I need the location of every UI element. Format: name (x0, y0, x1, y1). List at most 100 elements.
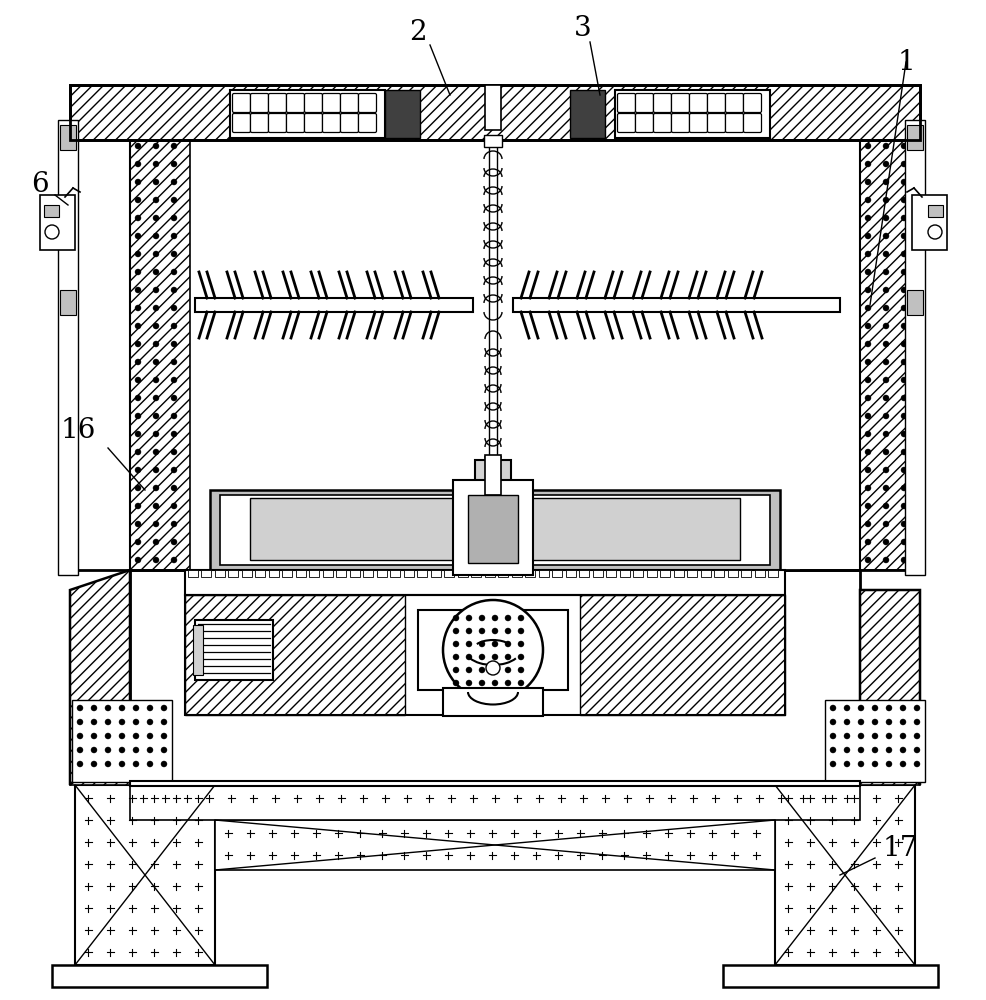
Circle shape (864, 125, 870, 131)
Circle shape (91, 719, 97, 725)
Circle shape (900, 449, 906, 455)
Bar (363, 570, 373, 577)
Circle shape (900, 377, 906, 383)
Bar (728, 570, 738, 577)
Circle shape (885, 705, 891, 711)
Circle shape (864, 539, 870, 545)
Circle shape (900, 431, 906, 437)
Circle shape (135, 125, 141, 131)
Circle shape (882, 233, 888, 239)
Circle shape (91, 705, 97, 711)
Circle shape (105, 761, 110, 767)
Circle shape (135, 449, 141, 455)
Circle shape (900, 503, 906, 509)
Circle shape (135, 179, 141, 185)
Circle shape (465, 641, 471, 647)
Circle shape (135, 485, 141, 491)
Circle shape (899, 747, 905, 753)
Bar (249, 498, 740, 560)
Circle shape (135, 287, 141, 293)
Circle shape (871, 733, 878, 739)
Circle shape (491, 680, 498, 686)
Bar (184, 570, 784, 595)
Circle shape (864, 485, 870, 491)
Circle shape (135, 233, 141, 239)
Circle shape (135, 377, 141, 383)
Circle shape (119, 705, 125, 711)
Circle shape (133, 747, 139, 753)
Bar (474, 460, 511, 490)
Circle shape (829, 761, 835, 767)
Bar (767, 570, 777, 577)
Bar (184, 595, 404, 715)
Circle shape (147, 747, 153, 753)
Circle shape (153, 197, 159, 203)
Circle shape (900, 179, 906, 185)
Circle shape (885, 719, 891, 725)
Bar (309, 570, 318, 577)
Circle shape (864, 287, 870, 293)
Bar (70, 590, 130, 785)
Circle shape (900, 521, 906, 527)
Circle shape (171, 197, 176, 203)
FancyBboxPatch shape (707, 94, 725, 112)
FancyBboxPatch shape (305, 94, 322, 112)
FancyBboxPatch shape (670, 94, 689, 112)
Circle shape (882, 269, 888, 275)
Circle shape (882, 161, 888, 167)
Circle shape (133, 733, 139, 739)
Bar (484, 85, 501, 130)
Circle shape (882, 539, 888, 545)
Bar (195, 298, 472, 312)
Circle shape (135, 521, 141, 527)
Circle shape (153, 215, 159, 221)
Circle shape (135, 395, 141, 401)
Circle shape (491, 667, 498, 673)
FancyBboxPatch shape (742, 113, 761, 132)
Circle shape (465, 680, 471, 686)
Bar (228, 570, 238, 577)
Bar (484, 570, 495, 577)
Circle shape (153, 395, 159, 401)
Circle shape (829, 705, 835, 711)
Circle shape (465, 615, 471, 621)
Circle shape (864, 359, 870, 365)
Circle shape (882, 485, 888, 491)
Circle shape (153, 323, 159, 329)
FancyBboxPatch shape (250, 113, 268, 132)
Circle shape (465, 628, 471, 634)
Circle shape (135, 359, 141, 365)
Bar (686, 570, 696, 577)
Bar (448, 610, 537, 690)
Circle shape (864, 341, 870, 347)
Circle shape (153, 557, 159, 563)
Circle shape (864, 269, 870, 275)
Bar (215, 570, 225, 577)
Circle shape (153, 179, 159, 185)
Circle shape (91, 733, 97, 739)
Bar (660, 570, 669, 577)
Circle shape (135, 413, 141, 419)
Text: 16: 16 (60, 416, 96, 444)
Circle shape (491, 615, 498, 621)
Bar (570, 90, 604, 138)
Circle shape (153, 485, 159, 491)
Bar (498, 570, 508, 577)
FancyBboxPatch shape (653, 94, 670, 112)
Circle shape (913, 733, 919, 739)
Circle shape (171, 485, 176, 491)
Circle shape (885, 733, 891, 739)
Circle shape (913, 705, 919, 711)
Circle shape (453, 641, 458, 647)
Bar (754, 570, 764, 577)
Circle shape (77, 747, 83, 753)
Circle shape (171, 503, 176, 509)
Circle shape (153, 125, 159, 131)
Bar (443, 688, 542, 716)
Circle shape (135, 305, 141, 311)
Circle shape (900, 341, 906, 347)
Circle shape (153, 341, 159, 347)
Circle shape (829, 719, 835, 725)
Circle shape (171, 161, 176, 167)
Circle shape (882, 413, 888, 419)
